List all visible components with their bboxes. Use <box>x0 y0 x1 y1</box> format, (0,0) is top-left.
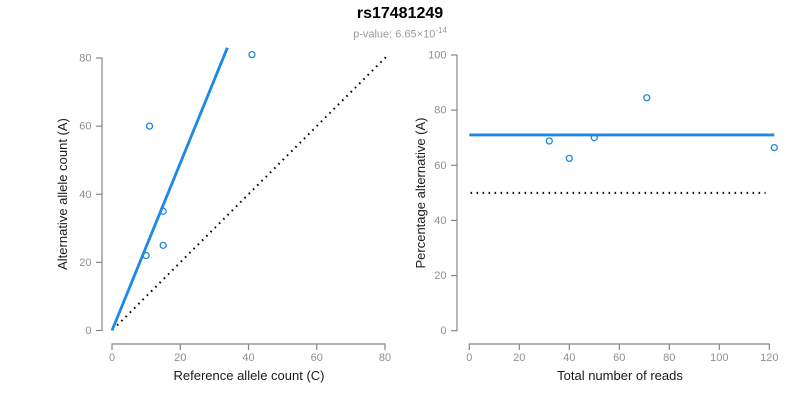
y-tick-label: 80 <box>79 53 91 65</box>
right-plot: 0 20 40 60 80 100 0 20 40 60 80 100 120 <box>428 50 778 365</box>
right-x-axis-label: Total number of reads <box>557 368 683 383</box>
left-plot: 0 20 40 60 80 0 20 40 60 80 <box>79 47 391 364</box>
x-tick-label: 0 <box>466 352 472 364</box>
data-point <box>142 251 150 260</box>
y-tick-label: 40 <box>79 189 91 201</box>
y-tick-label: 20 <box>434 270 446 282</box>
data-point <box>145 122 154 130</box>
data-point <box>159 241 167 250</box>
data-point <box>248 50 256 59</box>
x-tick-label: 60 <box>311 352 323 364</box>
x-tick-label: 40 <box>242 352 254 364</box>
right-y-axis-label: Percentage alternative (A) <box>413 117 428 269</box>
identity-line <box>116 53 390 327</box>
x-tick-label: 40 <box>563 352 575 364</box>
p-value-text: p-value: 6.65×10 <box>353 28 436 41</box>
data-point <box>545 137 553 145</box>
x-tick-label: 20 <box>513 352 525 364</box>
y-tick-label: 20 <box>79 257 91 269</box>
x-tick-label: 80 <box>663 352 675 364</box>
data-point <box>159 207 167 215</box>
p-value-exponent: -14 <box>435 26 447 35</box>
data-point <box>565 154 573 163</box>
x-tick-label: 80 <box>379 352 391 364</box>
p-value-subtitle: p-value: 6.65×10-14 <box>0 24 800 42</box>
x-tick-label: 100 <box>710 352 728 364</box>
x-tick-label: 60 <box>613 352 625 364</box>
x-tick-label: 120 <box>760 352 778 364</box>
data-point <box>643 94 651 102</box>
x-tick-label: 0 <box>109 352 115 364</box>
y-tick-label: 60 <box>79 121 91 133</box>
data-point <box>590 134 598 142</box>
data-point <box>770 143 778 152</box>
header: rs17481249 p-value: 6.65×10-14 <box>0 5 800 42</box>
x-tick-label: 20 <box>174 352 186 364</box>
left-y-axis-label: Alternative allele count (A) <box>55 118 70 270</box>
y-tick-label: 80 <box>434 105 446 117</box>
y-tick-label: 100 <box>428 50 446 62</box>
plot-title: rs17481249 <box>356 5 444 22</box>
fit-line <box>110 47 229 332</box>
y-tick-label: 60 <box>434 160 446 172</box>
y-tick-label: 40 <box>434 215 446 227</box>
y-tick-label: 0 <box>440 325 446 337</box>
y-tick-label: 0 <box>85 325 91 337</box>
left-x-axis-label: Reference allele count (C) <box>173 368 325 383</box>
